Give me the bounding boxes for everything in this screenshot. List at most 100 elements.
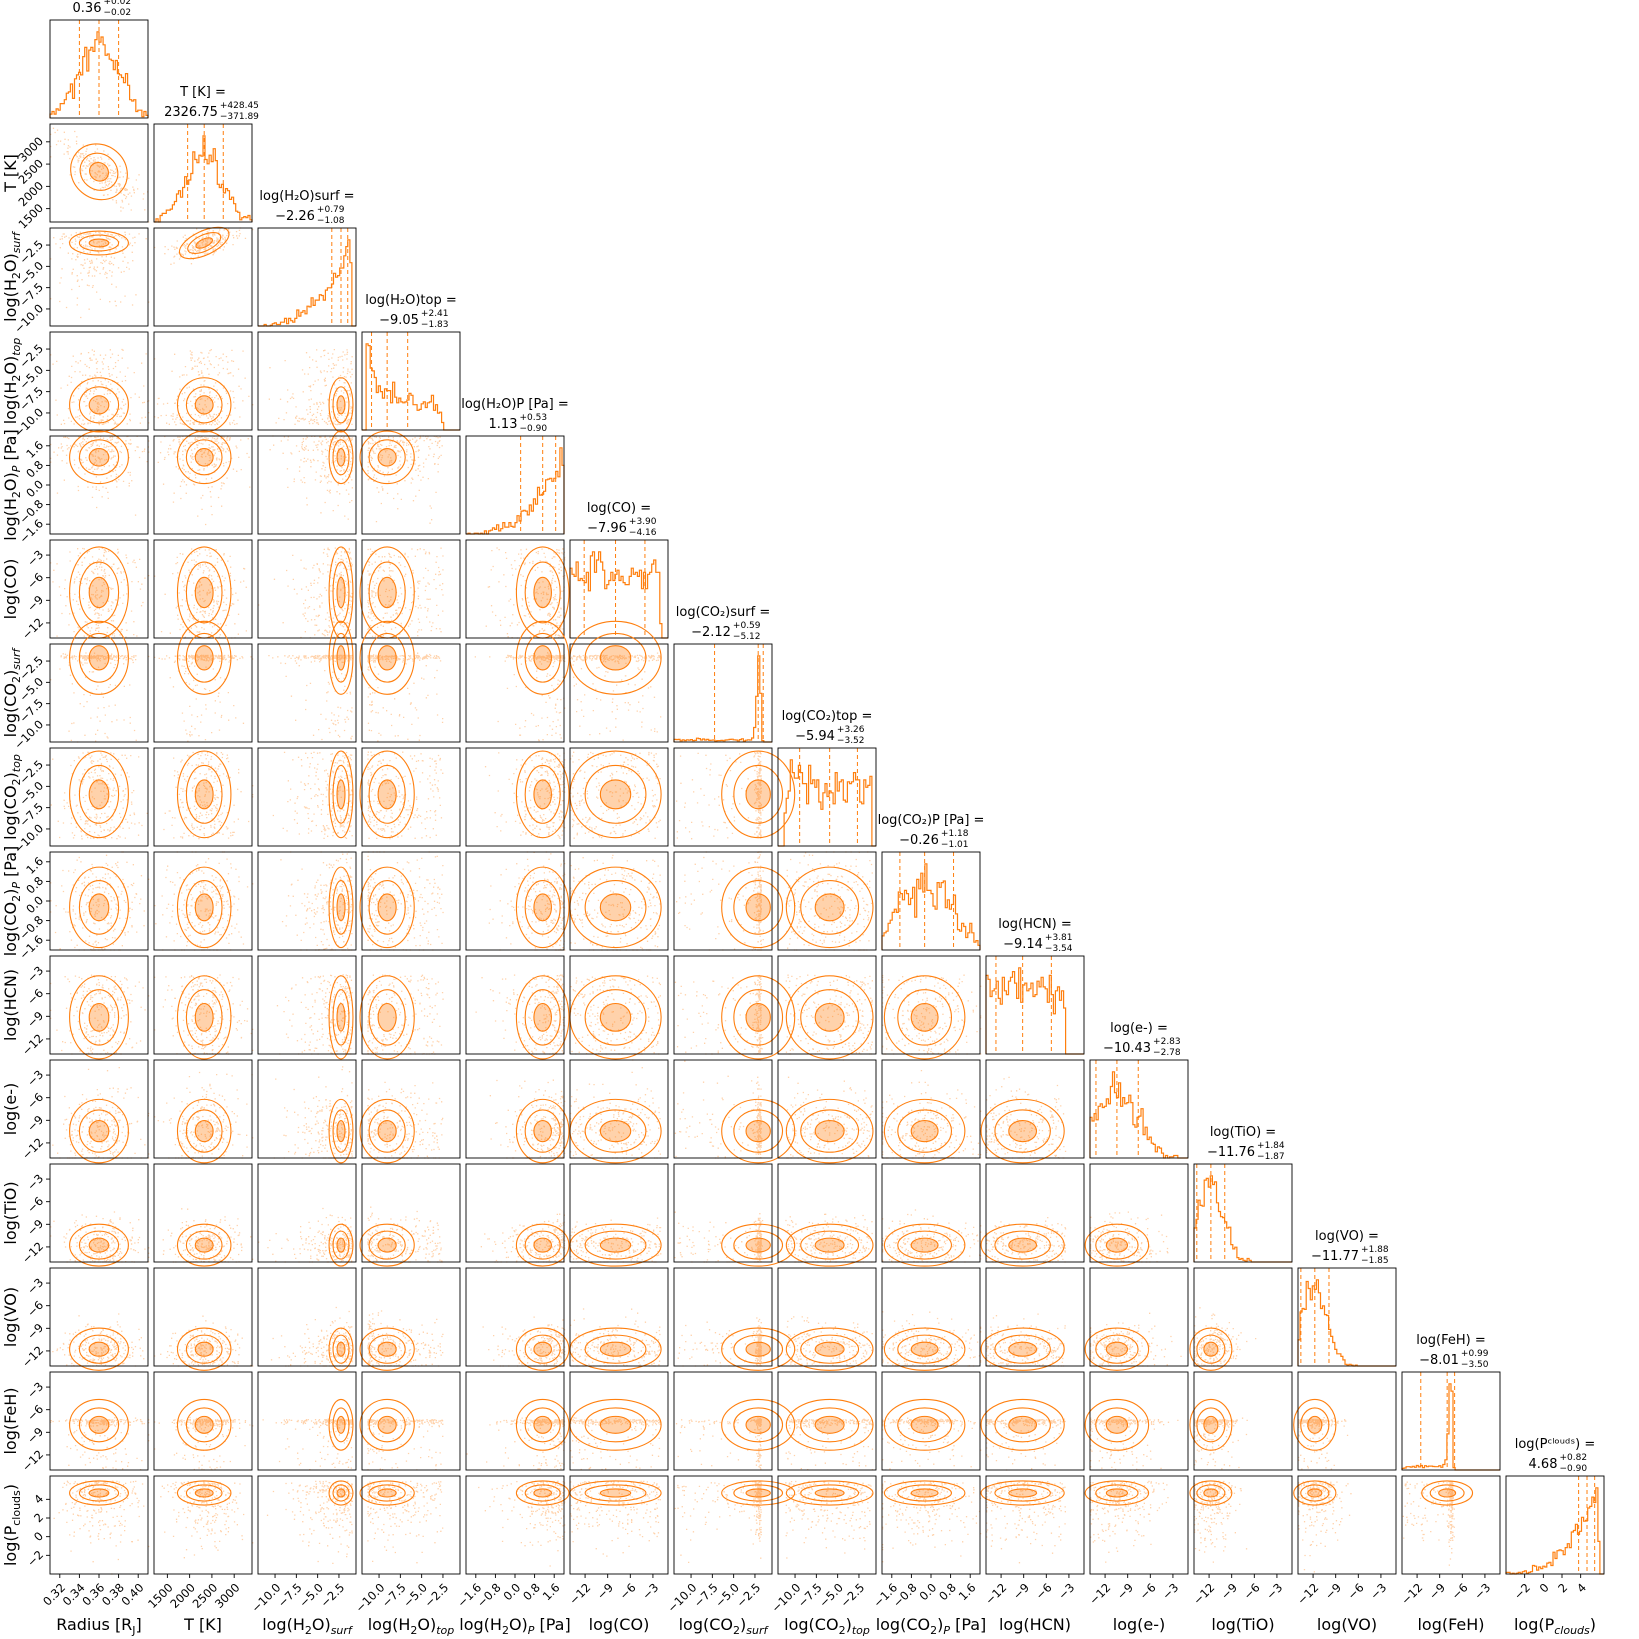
scatter-panel-14-7 [673, 1371, 796, 1471]
contour-2-9-7 [733, 879, 784, 935]
panel-frame-2-1 [49, 123, 149, 223]
title-value-6: −7.96 [587, 521, 627, 536]
contour-1-9-7 [745, 893, 771, 922]
x-tick-label-13-2: −9 [1322, 1580, 1344, 1602]
y-tick-label-2-2: 2000 [16, 179, 47, 210]
title-name-8: log(CO₂)top = [782, 709, 873, 724]
panel-frame-9-2 [153, 851, 253, 951]
scatter-panel-12-7 [673, 1163, 796, 1267]
scatter-panel-9-4 [359, 851, 461, 951]
panel-frame-1-1 [49, 19, 149, 119]
scatter-panel-8-5 [465, 747, 570, 847]
scatter-panel-15-12 [1189, 1475, 1293, 1575]
scatter-points-3-1 [50, 231, 150, 319]
title-name-14: log(FeH) = [1416, 1333, 1486, 1348]
contour-1-14-10 [1008, 1415, 1038, 1434]
contour-2-14-2 [185, 1407, 223, 1443]
contour-1-4-3 [336, 395, 346, 415]
contour-2-12-9 [897, 1230, 953, 1260]
title-value-10: −9.14 [1003, 937, 1043, 952]
contour-2-3-2 [187, 232, 222, 254]
contour-1-12-6 [599, 1237, 632, 1253]
title-name-10: log(HCN) = [998, 917, 1072, 932]
title-err-plus-6: +3.90 [629, 517, 657, 527]
contour-2-3-1 [78, 234, 120, 252]
x-tick-label-3-4: −2.5 [318, 1580, 348, 1610]
contour-2-14-8 [800, 1407, 860, 1443]
x-tick-label-15-4: 4 [1574, 1580, 1589, 1595]
contour-1-9-4 [377, 893, 397, 922]
panel-frame-6-2 [153, 539, 253, 639]
contour-1-10-6 [599, 1002, 632, 1032]
title-value-11: −10.43 [1103, 1041, 1151, 1056]
scatter-points-11-10 [986, 1076, 1067, 1159]
title-err-minus-2: −371.89 [220, 112, 259, 122]
panel-frame-13-6 [569, 1267, 669, 1367]
contour-1-7-6 [599, 645, 632, 671]
contour-1-14-13 [1307, 1415, 1323, 1434]
contour-1-10-8 [814, 1002, 845, 1032]
contour-1-13-12 [1203, 1341, 1219, 1357]
title-err-plus-4: +2.41 [421, 309, 449, 319]
scatter-points-13-6 [570, 1308, 662, 1367]
panel-frame-13-12 [1193, 1267, 1293, 1367]
contour-1-14-1 [88, 1415, 110, 1434]
contour-1-6-3 [336, 576, 346, 609]
scatter-points-12-4 [367, 1206, 444, 1263]
panel-frame-15-4 [361, 1475, 461, 1575]
x-axis-label-13: log(VO) [1317, 1615, 1377, 1634]
y-axis-label-12: log(TiO) [1, 1181, 20, 1244]
hist-panel-2 [153, 123, 253, 223]
scatter-points-9-3 [280, 851, 353, 951]
contour-2-12-10 [994, 1230, 1051, 1260]
contour-2-13-10 [994, 1334, 1051, 1364]
histogram-line-6 [569, 551, 668, 639]
contour-3-12-1 [69, 1223, 129, 1267]
scatter-panel-5-2 [153, 430, 253, 535]
contour-2-6-5 [524, 561, 561, 624]
scatter-points-14-9 [882, 1417, 982, 1470]
contour-3-7-3 [328, 620, 354, 695]
contour-3-8-2 [176, 750, 232, 839]
contour-1-14-3 [336, 1415, 346, 1434]
y-axis-label-4: log(H2O)top [1, 338, 23, 425]
contour-1-13-1 [88, 1341, 110, 1357]
panel-frame-13-4 [361, 1267, 461, 1367]
scatter-panel-11-3 [257, 1059, 357, 1164]
scatter-points-9-5 [488, 851, 566, 951]
contour-1-14-7 [745, 1415, 771, 1434]
panel-frame-11-1 [49, 1059, 149, 1159]
contour-3-15-7 [721, 1480, 796, 1506]
contour-2-12-4 [368, 1230, 406, 1260]
contour-3-12-3 [328, 1223, 354, 1267]
panel-frame-14-2 [153, 1371, 253, 1471]
y-axis-label-13: log(VO) [1, 1287, 20, 1347]
contour-1-14-6 [599, 1415, 632, 1434]
contour-1-12-4 [377, 1237, 397, 1253]
scatter-panel-15-10 [980, 1475, 1085, 1575]
contour-1-15-5 [533, 1488, 552, 1498]
title-err-plus-15: +0.82 [1559, 1453, 1587, 1463]
contour-2-15-9 [897, 1484, 953, 1502]
scatter-panel-12-10 [980, 1163, 1085, 1267]
scatter-panel-14-12 [1189, 1371, 1293, 1471]
contour-2-15-4 [368, 1484, 406, 1502]
contour-2-9-1 [78, 879, 120, 935]
contour-3-14-13 [1293, 1398, 1337, 1451]
contour-1-15-1 [88, 1488, 110, 1498]
contour-3-5-3 [328, 430, 354, 485]
x-axis-label-5: log(H2O)P [Pa] [459, 1615, 570, 1637]
contour-1-5-1 [88, 448, 110, 467]
contour-1-3-1 [88, 238, 110, 248]
scatter-panel-3-2 [153, 226, 254, 327]
contour-3-12-7 [721, 1223, 796, 1267]
contour-3-15-8 [785, 1480, 874, 1506]
title-err-plus-13: +1.88 [1361, 1245, 1389, 1255]
contour-1-5-2 [194, 448, 214, 467]
contour-3-12-5 [515, 1223, 570, 1267]
scatter-points-13-9 [882, 1311, 982, 1367]
x-tick-label-14-4: −3 [1471, 1580, 1493, 1602]
scatter-panel-6-5 [465, 539, 570, 639]
scatter-panel-13-8 [777, 1267, 877, 1371]
scatter-panel-5-3 [257, 430, 357, 535]
